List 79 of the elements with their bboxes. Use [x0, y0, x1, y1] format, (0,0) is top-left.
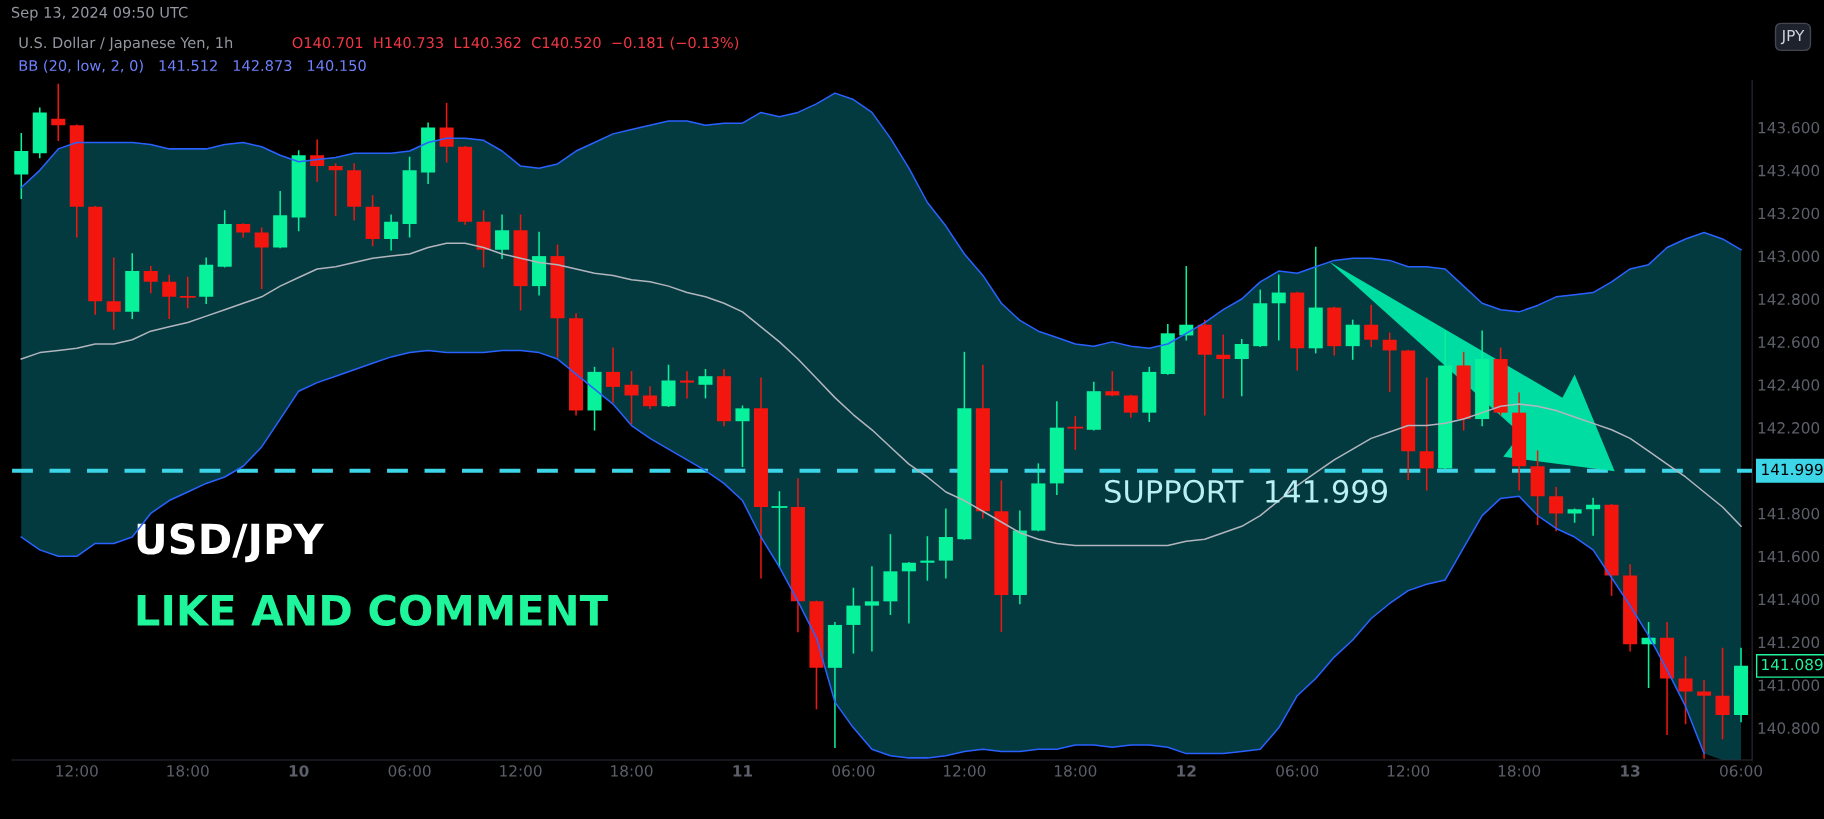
y-tick-label: 141.400 — [1758, 593, 1820, 606]
annotation: 141.089 — [1762, 658, 1823, 671]
x-tick-label: 18:00 — [1498, 765, 1541, 777]
candlestick — [1067, 416, 1084, 450]
y-tick-label: 141.800 — [1758, 507, 1820, 520]
x-tick-label: 10 — [289, 765, 309, 777]
candlestick — [254, 227, 269, 290]
x-tick-label: 12:00 — [1387, 765, 1430, 777]
candlestick — [162, 274, 177, 320]
y-tick-label: 143.000 — [1758, 250, 1820, 263]
candlestick — [106, 257, 121, 330]
y-tick-label: 143.600 — [1758, 121, 1820, 134]
y-tick-label: 142.800 — [1758, 293, 1820, 306]
x-tick-label: 06:00 — [1720, 765, 1763, 777]
candlestick — [1234, 338, 1249, 397]
y-tick-label: 142.400 — [1758, 379, 1820, 391]
x-tick-label: 12:00 — [56, 765, 98, 777]
x-tick-label: 18:00 — [1054, 765, 1097, 777]
candlestick — [624, 371, 639, 425]
candlestick — [1123, 394, 1138, 418]
candlestick — [1105, 371, 1120, 397]
text: O140.701 H140.733 L140.362 C140.520 −0.181 (−0.13%) — [292, 36, 739, 50]
x-tick-label: 12:00 — [500, 765, 542, 777]
candlestick — [51, 83, 66, 142]
text: BB (20, low, 2, 0) 141.512 142.873 140.150 — [19, 59, 366, 73]
candlestick — [328, 163, 343, 217]
candlestick — [920, 536, 935, 581]
candlestick — [1216, 334, 1231, 399]
candlestick — [679, 371, 695, 399]
y-tick-label: 142.600 — [1758, 336, 1820, 348]
y-tick-label: 140.800 — [1758, 722, 1820, 734]
x-tick-label: 11 — [733, 765, 753, 777]
x-tick-label: 12 — [1177, 765, 1196, 777]
candlestick — [14, 133, 29, 199]
text: Sep 13, 2024 09:50 UTC — [11, 6, 188, 21]
candlestick — [1678, 656, 1693, 725]
x-tick-label: 12:00 — [944, 765, 986, 777]
x-tick-label: 06:00 — [832, 765, 875, 777]
candlestick — [439, 103, 454, 163]
candlestick — [384, 214, 399, 251]
y-tick-label: 141.600 — [1758, 550, 1820, 563]
line-series — [20, 92, 1742, 350]
y-tick-label: 143.400 — [1758, 164, 1820, 177]
y-tick-label: 143.200 — [1758, 207, 1820, 220]
line-series — [20, 349, 1705, 759]
annotation: USD/JPY — [137, 523, 325, 563]
candlestick — [938, 508, 953, 579]
text: JPY — [1780, 29, 1805, 45]
candlestick — [698, 368, 713, 399]
candlestick — [771, 491, 788, 568]
candlestick — [1364, 304, 1379, 347]
candlestick — [846, 587, 861, 654]
candlestick — [1382, 332, 1397, 392]
candlestick — [1345, 319, 1360, 360]
candlestick — [143, 266, 158, 294]
x-tick-label: 18:00 — [167, 765, 209, 777]
candlestick — [901, 561, 916, 624]
candlestick — [642, 386, 658, 410]
x-tick-label: 13 — [1621, 765, 1640, 777]
candlestick — [864, 566, 879, 652]
candlestick — [735, 405, 750, 468]
candlestick — [1271, 274, 1286, 341]
candlestick — [606, 347, 621, 403]
x-tick-label: 18:00 — [611, 765, 653, 777]
candlestick — [495, 214, 510, 260]
candlestick — [1715, 647, 1730, 740]
annotation: 141.999 — [1762, 463, 1823, 476]
x-tick-label: 06:00 — [388, 765, 431, 777]
x-tick-label: 06:00 — [1276, 765, 1319, 777]
candlestick — [179, 276, 196, 309]
y-tick-label: 141.000 — [1758, 679, 1820, 691]
y-tick-label: 141.200 — [1758, 636, 1820, 649]
y-tick-label: 142.200 — [1758, 422, 1820, 434]
candlestick — [1549, 486, 1564, 532]
candlestick — [1697, 679, 1712, 759]
chart-title: U.S. Dollar / Japanese Yen, 1h — [19, 36, 233, 51]
candlestick — [1586, 497, 1601, 536]
candlestick — [1419, 377, 1434, 491]
annotation: LIKE AND COMMENT — [137, 594, 608, 626]
